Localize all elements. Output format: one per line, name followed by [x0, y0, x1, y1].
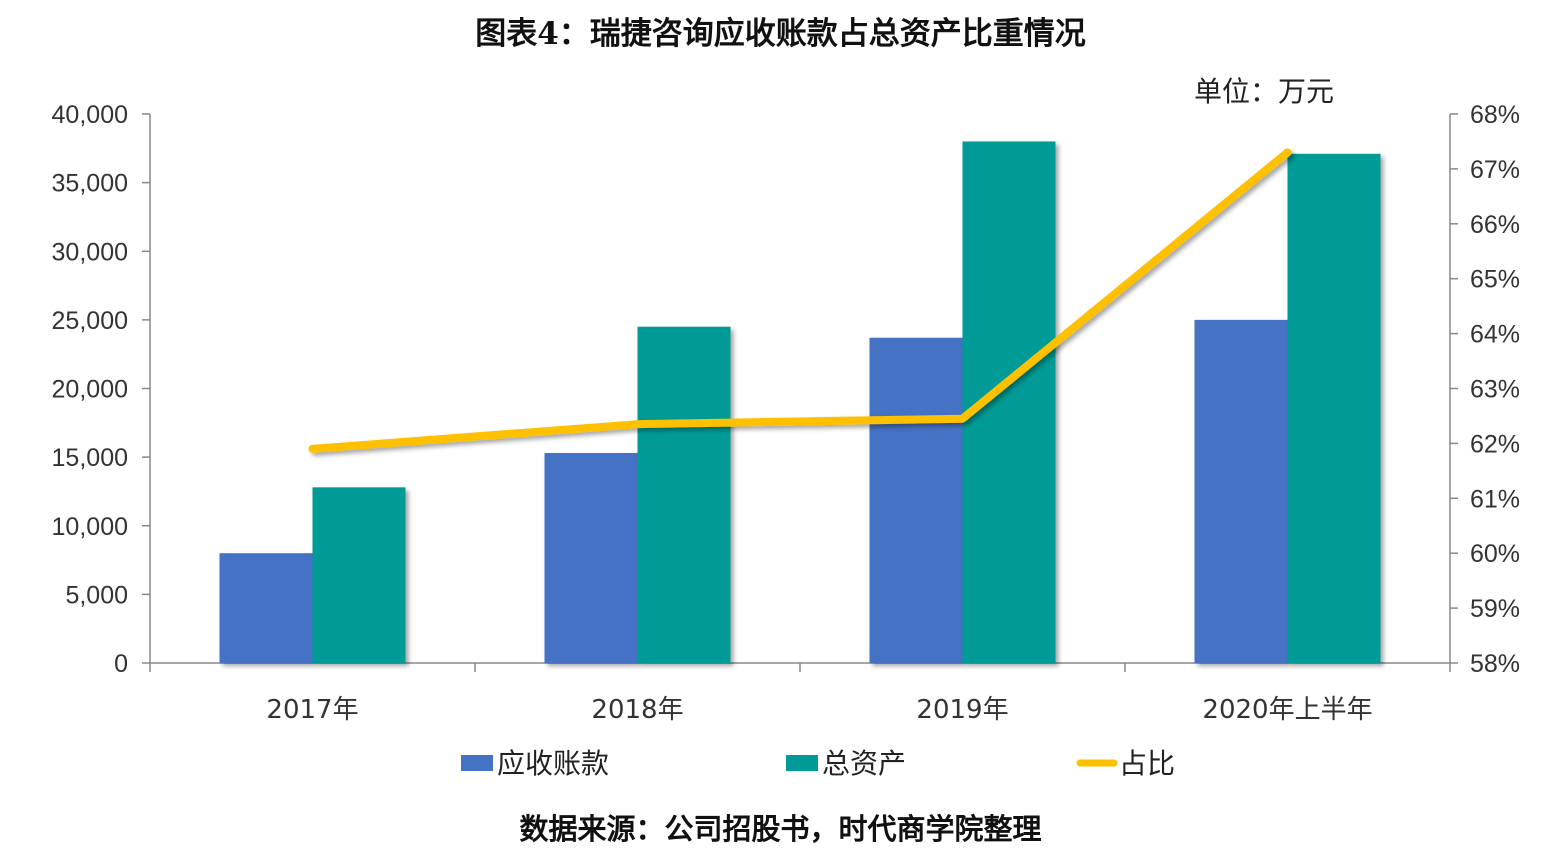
right-tick-label: 58%: [1470, 650, 1520, 678]
bar-receivables: [219, 553, 313, 663]
right-tick-label: 65%: [1470, 266, 1520, 294]
right-tick-label: 62%: [1470, 430, 1520, 458]
ratio-point: [311, 447, 314, 450]
left-tick-label: 40,000: [52, 101, 128, 129]
source-note: 数据来源：公司招股书，时代商学院整理: [519, 812, 1042, 846]
x-category-label: 2017年: [266, 695, 358, 725]
left-tick-label: 30,000: [52, 238, 128, 266]
left-tick-label: 5,000: [65, 581, 128, 609]
right-tick-label: 66%: [1470, 211, 1520, 239]
ratio-line: [308, 148, 1292, 453]
ratio-point: [636, 423, 639, 426]
legend-total-assets-swatch: [786, 755, 818, 771]
bar-total-assets: [1287, 153, 1381, 664]
bar-total-assets: [312, 487, 406, 663]
legend: 应收账款 总资产 占比: [461, 747, 1175, 780]
ratio-line-group: [308, 148, 1292, 453]
right-tick-label: 67%: [1470, 156, 1520, 184]
unit-label: 单位：万元: [1194, 75, 1335, 108]
labels: 0 5,000 10,000 15,000 20,000 25,000 30,000 35,0…: [52, 101, 1520, 725]
x-category-label: 2018年: [591, 695, 683, 725]
legend-ratio-label: 占比: [1119, 747, 1175, 780]
right-tick-label: 59%: [1470, 595, 1520, 623]
right-tick-label: 61%: [1470, 485, 1520, 513]
left-tick-label: 35,000: [52, 170, 128, 198]
left-tick-label: 0: [114, 650, 128, 678]
left-tick-label: 20,000: [52, 376, 128, 404]
bar-receivables: [869, 337, 963, 663]
ratio-point: [961, 417, 964, 420]
legend-receivables-label: 应收账款: [497, 747, 609, 780]
left-tick-label: 10,000: [52, 513, 128, 541]
chart-title: 图表4：瑞捷咨询应收账款占总资产比重情况: [475, 16, 1086, 52]
left-tick-label: 25,000: [52, 307, 128, 335]
right-tick-label: 60%: [1470, 540, 1520, 568]
x-category-label: 2019年: [916, 695, 1008, 725]
bar-total-assets: [637, 326, 731, 663]
bar-receivables: [544, 453, 638, 663]
ratio-point: [1286, 151, 1289, 154]
legend-receivables-swatch: [461, 755, 493, 771]
x-category-label: 2020年上半年: [1202, 695, 1372, 725]
right-tick-label: 68%: [1470, 101, 1520, 129]
right-tick-label: 64%: [1470, 321, 1520, 349]
right-tick-label: 63%: [1470, 376, 1520, 404]
bar-receivables: [1194, 319, 1288, 663]
legend-total-assets-label: 总资产: [822, 747, 906, 780]
left-tick-label: 15,000: [52, 444, 128, 472]
